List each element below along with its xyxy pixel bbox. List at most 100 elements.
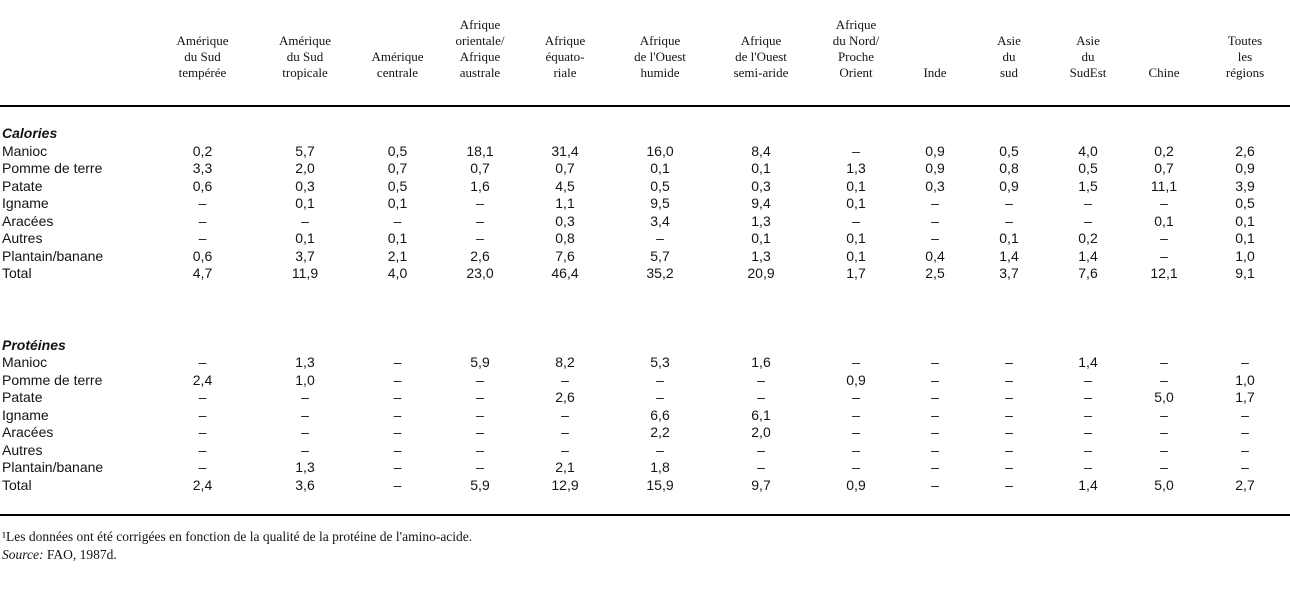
value-cell: 2,2 bbox=[650, 424, 670, 440]
value-cell: – bbox=[476, 406, 484, 423]
value-cell: 0,2 bbox=[192, 142, 213, 159]
value-cell: 1,4 bbox=[1078, 476, 1098, 493]
value-cell: – bbox=[301, 406, 309, 423]
value-cell: 9,7 bbox=[751, 476, 771, 493]
column-header-line: Amérique bbox=[176, 33, 229, 48]
table-row: Manioc – 1,3 – 5,9 8,2 5,3 1,6 – – – 1,4 – – bbox=[0, 354, 1290, 372]
value-cell: – bbox=[757, 371, 765, 388]
footnote: ¹Les données ont été corrigées en foncti… bbox=[2, 529, 473, 544]
value-cell: – bbox=[1005, 459, 1013, 475]
value-cell: – bbox=[198, 354, 207, 370]
value-cell: 2,5 bbox=[925, 265, 945, 281]
value-cell: 0,8 bbox=[999, 160, 1019, 176]
value-cell: – bbox=[1241, 459, 1249, 475]
value-cell: – bbox=[476, 230, 484, 246]
column-header-line: Toutes bbox=[1227, 33, 1263, 48]
table-row: Autres – 0,1 0,1 – 0,8 – 0,1 0,1 – 0,1 0,2 – 0,1 bbox=[0, 230, 1290, 248]
value-cell: 0,1 bbox=[846, 177, 866, 194]
value-cell: 1,4 bbox=[1078, 354, 1098, 370]
value-cell: – bbox=[1084, 424, 1092, 440]
row-label: Total bbox=[2, 265, 32, 281]
value-cell: 0,1 bbox=[387, 195, 408, 211]
value-cell: – bbox=[1084, 195, 1092, 211]
value-cell: 2,4 bbox=[192, 371, 213, 388]
value-cell: – bbox=[476, 389, 484, 405]
value-cell: – bbox=[1084, 212, 1092, 229]
value-cell: 0,1 bbox=[1235, 212, 1255, 229]
value-cell: – bbox=[393, 212, 402, 229]
value-cell: 7,6 bbox=[555, 247, 575, 264]
table-row: Patate 0,6 0,3 0,5 1,6 4,5 0,5 0,3 0,1 0,3 0,9 1,5 1… bbox=[0, 178, 1290, 196]
value-cell: – bbox=[1160, 230, 1168, 246]
value-cell: 8,4 bbox=[751, 142, 771, 159]
value-cell: – bbox=[1084, 459, 1092, 475]
footer-rule bbox=[0, 514, 1290, 516]
value-cell: 2,6 bbox=[1235, 142, 1255, 159]
value-cell: – bbox=[1005, 476, 1013, 493]
value-cell: 2,1 bbox=[555, 459, 575, 475]
column-header-line: Amérique bbox=[279, 33, 331, 48]
value-cell: – bbox=[198, 406, 207, 423]
value-cell: 1,7 bbox=[846, 265, 866, 281]
table-section: Calories Manioc 0,2 5,7 0,5 18,1 31,4 16,0 8,4–0… bbox=[0, 125, 1290, 283]
value-cell: 1,8 bbox=[650, 459, 670, 475]
value-cell: 1,3 bbox=[295, 459, 315, 475]
column-header-line: centrale bbox=[376, 65, 419, 80]
value-cell: 0,5 bbox=[1078, 160, 1098, 176]
row-label: Aracées bbox=[2, 424, 54, 440]
value-cell: 11,1 bbox=[1150, 177, 1178, 194]
value-cell: – bbox=[198, 195, 207, 211]
value-cell: 1,7 bbox=[1235, 389, 1255, 405]
column-header: Amérique du Sud tempérée bbox=[150, 33, 255, 105]
value-cell: 0,7 bbox=[387, 160, 408, 176]
value-cell: 5,9 bbox=[470, 354, 490, 370]
value-cell: 5,3 bbox=[650, 354, 670, 370]
value-cell: 1,0 bbox=[295, 371, 315, 388]
value-cell: – bbox=[393, 476, 402, 493]
column-header-line: riale bbox=[553, 65, 577, 80]
table-row: Aracées – – – – – 2,2 2,0 – – – – – – bbox=[0, 424, 1290, 442]
value-cell: – bbox=[931, 424, 939, 440]
value-cell: 0,1 bbox=[846, 195, 866, 211]
column-header: Afrique du Nord/Proche Orient bbox=[812, 17, 900, 105]
value-cell: 0,7 bbox=[470, 160, 490, 176]
value-cell: 3,4 bbox=[650, 212, 670, 229]
column-header: Chine bbox=[1128, 65, 1200, 105]
column-header-line: Afrique bbox=[459, 49, 501, 64]
value-cell: 4,0 bbox=[387, 265, 408, 281]
value-cell: – bbox=[931, 406, 939, 423]
value-cell: – bbox=[852, 142, 860, 159]
value-cell: – bbox=[198, 230, 207, 246]
value-cell: 3,3 bbox=[192, 160, 213, 176]
column-header-line: Asie bbox=[1076, 33, 1100, 48]
value-cell: – bbox=[852, 424, 860, 440]
value-cell: 0,1 bbox=[650, 160, 670, 176]
value-cell: 18,1 bbox=[466, 142, 494, 159]
value-cell: – bbox=[1160, 424, 1168, 440]
value-cell: 9,4 bbox=[751, 195, 771, 211]
value-cell: 0,7 bbox=[555, 160, 575, 176]
column-header-line: Chine bbox=[1148, 65, 1180, 80]
column-header-line: Amérique bbox=[371, 49, 424, 64]
value-cell: 0,5 bbox=[387, 177, 408, 194]
value-cell: – bbox=[757, 389, 765, 405]
value-cell: – bbox=[852, 354, 860, 370]
value-cell: 46,4 bbox=[551, 265, 579, 281]
value-cell: – bbox=[476, 371, 484, 388]
column-header: Amérique centrale bbox=[355, 49, 440, 105]
value-cell: – bbox=[852, 406, 860, 423]
value-cell: 1,6 bbox=[751, 354, 771, 370]
column-header-line: Afrique bbox=[740, 33, 782, 48]
value-cell: 12,9 bbox=[551, 476, 579, 493]
value-cell: 2,6 bbox=[470, 247, 490, 264]
column-header: Amérique du Sud tropicale bbox=[255, 33, 355, 105]
value-cell: – bbox=[393, 354, 402, 370]
source-line: Source: FAO, 1987d. bbox=[0, 546, 1290, 564]
column-header-line: du Sud bbox=[184, 49, 221, 64]
value-cell: – bbox=[1160, 247, 1168, 264]
value-cell: – bbox=[656, 230, 664, 246]
value-cell: – bbox=[476, 212, 484, 229]
value-cell: 2,0 bbox=[295, 160, 315, 176]
value-cell: 1,0 bbox=[1235, 247, 1255, 264]
value-cell: – bbox=[1160, 441, 1168, 458]
